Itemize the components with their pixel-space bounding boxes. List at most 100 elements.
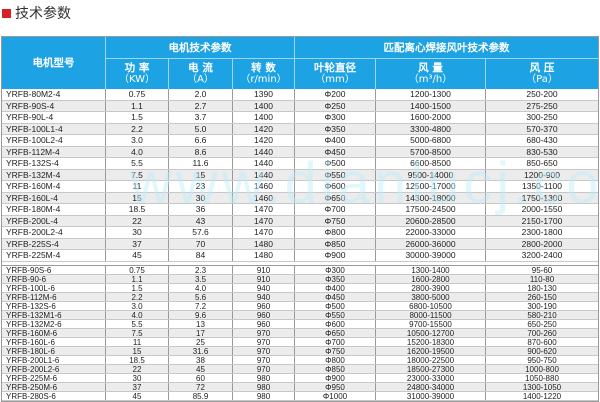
table-row: YRFB-90-6 1.1 3.5 910 Φ350 1600-2800 110-80: [2, 274, 598, 284]
table-row: YRFB-80M2-4 0.75 2.0 1390 Φ200 1200-1300 250-2…: [2, 89, 598, 101]
table-row: YRFB-160L-6 11 25 970 Φ700 15200-18300 870-600: [2, 337, 598, 347]
cell-current: 5.0: [169, 123, 233, 134]
cell-current: 9.6: [169, 310, 233, 319]
cell-power: 1.1: [106, 100, 169, 111]
cell-power: 22: [106, 364, 169, 373]
cell-power: 2.2: [106, 292, 169, 301]
cell-model: YRFB-160L-4: [2, 192, 106, 203]
cell-power: 22: [106, 215, 169, 226]
cell-power: 5.5: [106, 319, 169, 328]
cell-airflow: 23000-33000: [376, 373, 486, 382]
header-airflow-unit: （m³/h）: [408, 74, 453, 85]
cell-pressure: 580-210: [527, 310, 557, 319]
cell-power: 45: [106, 391, 169, 400]
cell-model: YRFB-100L-6: [2, 283, 106, 292]
cell-current: 2.0: [169, 89, 233, 100]
cell-diameter: Φ600: [295, 319, 376, 328]
cell-current: 13: [169, 319, 233, 328]
cell-speed: 1440: [233, 169, 295, 180]
table-body-4-pole: YRFB-80M2-4 0.75 2.0 1390 Φ200 1200-1300 250-2…: [2, 89, 598, 262]
cell-speed: 1460: [233, 192, 295, 203]
cell-pressure: 2800-2000: [521, 238, 563, 249]
cell-power: 18.5: [106, 204, 169, 215]
cell-airflow: 14300-18000: [376, 192, 486, 203]
cell-speed: 1440: [233, 158, 295, 169]
cell-pressure: 1000-800: [525, 364, 559, 373]
table-row: YRFB-180L-6 15 31.6 970 Φ750 16200-19500 900-6…: [2, 346, 598, 356]
cell-airflow: 18000-22500: [376, 355, 486, 364]
cell-model: YRFB-90S-4: [2, 100, 106, 111]
cell-power: 0.75: [106, 265, 169, 274]
cell-pressure: 180-130: [527, 283, 557, 292]
table-row: YRFB-100L-6 1.5 4.0 940 Φ400 2800-3900 180-130: [2, 283, 598, 293]
cell-diameter: Φ500: [295, 301, 376, 310]
table-row: YRFB-225M-4 45 84 1480 Φ900 30000-39000 3200-2…: [2, 250, 598, 262]
cell-airflow: 9500-14000: [376, 169, 486, 180]
table-row: YRFB-200L1-6 18.5 38 970 Φ800 18000-22500 950-…: [2, 355, 598, 365]
cell-speed: 980: [233, 391, 295, 400]
header-model-label: 电机型号: [32, 57, 75, 69]
cell-pressure: 2300-1800: [521, 227, 563, 237]
cell-speed: 1470: [233, 204, 295, 215]
table-row: YRFB-160L-4 15 30 1460 Φ650 14300-18000 1750-1…: [2, 192, 598, 204]
cell-diameter: Φ950: [295, 382, 376, 391]
cell-model: YRFB-200L2-6: [2, 364, 106, 373]
header-current-label: 电 流: [188, 62, 213, 74]
cell-current: 36: [169, 204, 233, 215]
cell-airflow: 24800-34000: [376, 382, 486, 391]
table-row: YRFB-90S-6 0.75 2.3 910 Φ300 1300-1400 95-60: [2, 265, 598, 275]
cell-model: YRFB-200L1-6: [2, 355, 106, 364]
header-current-unit: （A）: [187, 74, 214, 85]
table-row: YRFB-100L1-4 2.2 5.0 1420 Φ350 3300-4800 570-3…: [2, 123, 598, 135]
cell-speed: 960: [233, 319, 295, 328]
cell-diameter: Φ700: [295, 337, 376, 346]
table-row: YRFB-90S-4 1.1 2.7 1400 Φ250 1400-1500 275-250: [2, 100, 598, 112]
cell-diameter: Φ850: [295, 238, 376, 249]
cell-current: 3.7: [169, 112, 233, 123]
cell-pressure: 900-620: [527, 346, 557, 355]
cell-pressure: 1750-1300: [521, 192, 563, 203]
table-row: YRFB-132M1-6 4.0 9.6 960 Φ550 8000-11500 580-2…: [2, 310, 598, 320]
cell-speed: 960: [233, 301, 295, 310]
cell-airflow: 10500-12700: [376, 328, 486, 337]
cell-power: 37: [106, 382, 169, 391]
cell-speed: 970: [233, 364, 295, 373]
cell-speed: 970: [233, 346, 295, 355]
cell-airflow: 8000-11500: [376, 310, 486, 319]
cell-diameter: Φ300: [295, 112, 376, 123]
cell-current: 85.9: [169, 391, 233, 400]
cell-speed: 1470: [233, 215, 295, 226]
cell-current: 17: [169, 328, 233, 337]
cell-model: YRFB-200L2-4: [2, 227, 106, 238]
cell-pressure: 650-250: [527, 319, 557, 328]
table-row: YRFB-100L2-4 3.0 6.6 1420 Φ400 5000-6800 680-4…: [2, 135, 598, 147]
cell-model: YRFB-225S-4: [2, 238, 106, 249]
cell-diameter: Φ550: [295, 169, 376, 180]
cell-current: 3.5: [169, 274, 233, 283]
cell-model: YRFB-160M-4: [2, 181, 106, 192]
cell-diameter: Φ750: [295, 215, 376, 226]
cell-current: 8.6: [169, 146, 233, 157]
cell-airflow: 1200-1300: [376, 89, 486, 100]
cell-current: 2.3: [169, 265, 233, 274]
cell-speed: 1480: [233, 238, 295, 249]
cell-diameter: Φ750: [295, 346, 376, 355]
table-header: 电机型号 电机技术参数 匹配离心焊接风叶技术参数 功 率（KW） 电 流（A） …: [2, 37, 598, 89]
cell-current: 5.6: [169, 292, 233, 301]
table-row: YRFB-225S-4 37 70 1480 Φ850 26000-36000 2800-2…: [2, 238, 598, 250]
cell-model: YRFB-160M-6: [2, 328, 106, 337]
cell-model: YRFB-100L1-4: [2, 123, 106, 134]
cell-pressure: 1200-900: [524, 169, 560, 180]
cell-power: 4.0: [106, 146, 169, 157]
cell-model: YRFB-250M-6: [2, 382, 106, 391]
cell-airflow: 17500-24500: [376, 204, 486, 215]
cell-current: 7.2: [169, 301, 233, 310]
table-row: YRFB-250M-6 37 72 980 Φ950 24800-34000 1300-10…: [2, 382, 598, 392]
cell-airflow: 22000-33000: [376, 227, 486, 238]
header-motor-group: 电机技术参数: [106, 37, 295, 59]
cell-model: YRFB-132M-4: [2, 169, 106, 180]
cell-diameter: Φ350: [295, 274, 376, 283]
cell-diameter: Φ800: [295, 227, 376, 238]
table-row: YRFB-132S-6 3.0 7.2 960 Φ500 6800-10500 300-19…: [2, 301, 598, 311]
cell-pressure: 110-80: [529, 274, 555, 283]
